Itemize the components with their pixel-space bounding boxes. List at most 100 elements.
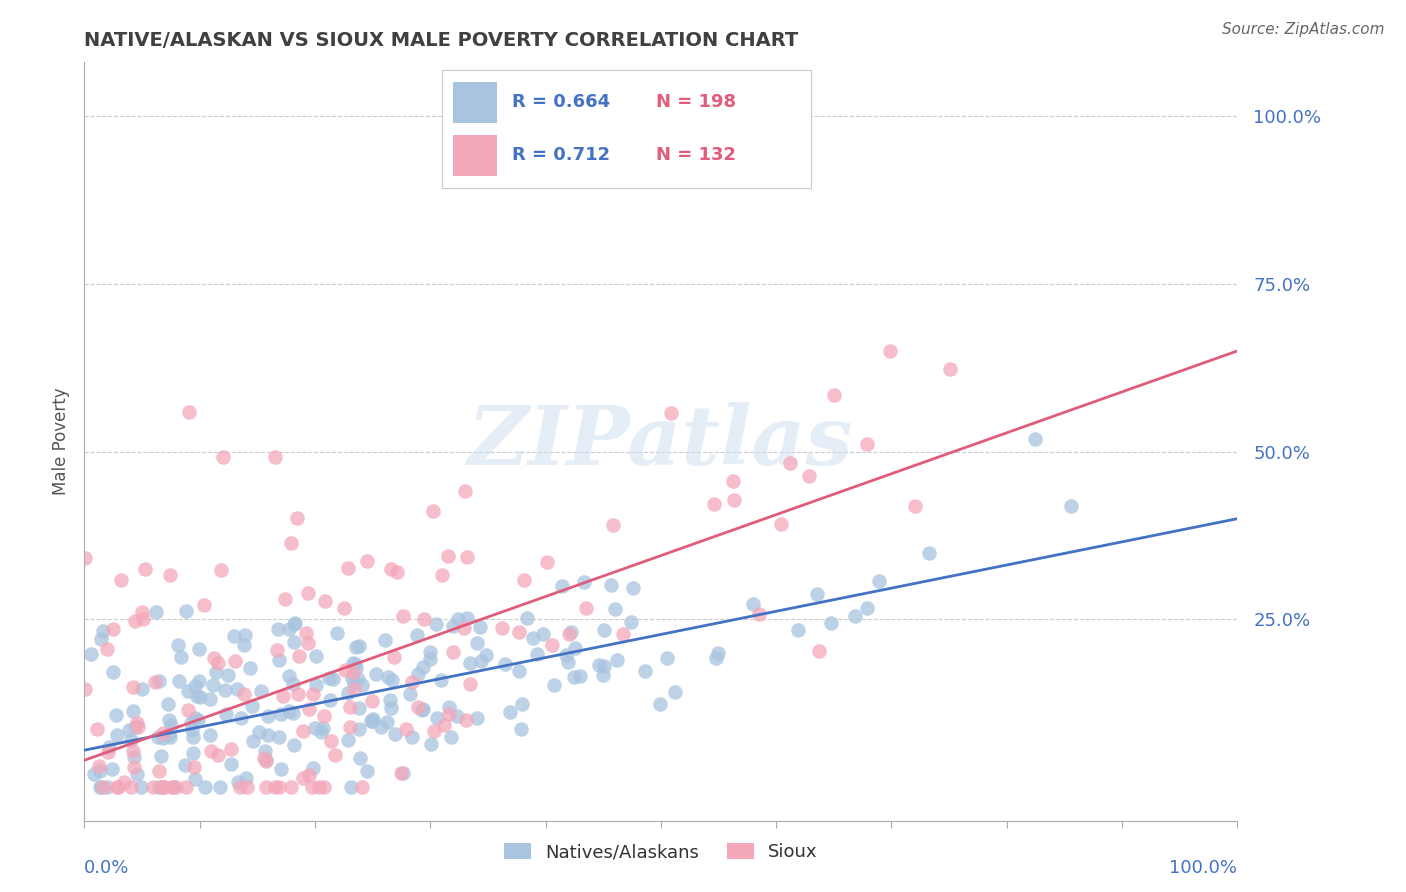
Point <box>73 550 96 565</box>
Point <box>254 754 277 768</box>
Text: Source: ZipAtlas.com: Source: ZipAtlas.com <box>1222 22 1385 37</box>
Point <box>456 549 478 564</box>
Point <box>274 592 297 607</box>
Point <box>91 780 114 794</box>
Point <box>143 675 166 690</box>
Point <box>374 633 396 648</box>
Point <box>297 586 319 600</box>
Point <box>215 706 238 721</box>
Point <box>224 654 246 668</box>
Point <box>456 714 478 728</box>
Point <box>319 734 342 748</box>
Point <box>298 768 321 782</box>
Point <box>177 702 200 716</box>
Point <box>194 780 217 794</box>
Point <box>820 615 842 630</box>
Point <box>312 721 335 735</box>
Point <box>207 747 229 762</box>
Point <box>89 780 111 794</box>
Point <box>508 625 530 640</box>
Point <box>270 763 292 777</box>
Point <box>120 732 142 747</box>
Point <box>280 535 302 549</box>
Point <box>513 573 536 587</box>
Point <box>304 649 326 664</box>
Point <box>879 343 901 358</box>
Point <box>118 723 141 738</box>
Point <box>350 780 373 794</box>
Point <box>270 707 292 722</box>
Point <box>298 702 321 716</box>
Point <box>253 744 276 758</box>
Point <box>148 674 170 689</box>
Point <box>125 716 148 731</box>
Point <box>494 657 516 672</box>
Point <box>419 737 441 751</box>
Point <box>868 574 890 589</box>
Point <box>247 725 270 739</box>
Point <box>291 724 314 739</box>
Text: 100.0%: 100.0% <box>1170 858 1237 877</box>
Point <box>267 780 290 794</box>
Point <box>152 726 174 740</box>
Point <box>181 747 204 761</box>
Point <box>352 678 374 692</box>
Point <box>856 437 879 451</box>
Point <box>269 653 291 667</box>
Point <box>153 780 176 794</box>
Point <box>214 683 236 698</box>
Point <box>228 780 250 794</box>
Point <box>557 655 579 669</box>
Point <box>430 673 453 688</box>
Point <box>325 747 347 762</box>
Point <box>253 751 276 765</box>
Point <box>304 721 326 735</box>
Point <box>121 743 143 757</box>
Point <box>157 697 180 711</box>
Point <box>392 765 415 780</box>
Point <box>426 711 449 725</box>
Point <box>267 622 290 636</box>
Point <box>336 686 359 700</box>
Point <box>226 775 249 789</box>
Point <box>187 713 209 727</box>
Point <box>336 733 359 747</box>
Point <box>278 669 301 683</box>
Point <box>413 612 436 626</box>
Point <box>564 640 586 655</box>
Point <box>333 663 356 677</box>
Point <box>558 627 581 641</box>
Point <box>569 668 592 682</box>
Point <box>346 672 368 686</box>
Point <box>619 615 641 629</box>
Point <box>131 605 153 619</box>
Point <box>254 780 277 794</box>
Point <box>198 728 221 742</box>
Point <box>349 639 371 653</box>
Point <box>593 659 616 673</box>
Point <box>89 764 111 779</box>
Point <box>97 745 120 759</box>
Point <box>202 651 225 665</box>
Point <box>302 687 325 701</box>
Point <box>235 771 257 785</box>
Point <box>121 680 143 694</box>
Point <box>221 757 243 772</box>
Point <box>152 780 174 794</box>
Point <box>422 504 444 518</box>
Point <box>412 660 434 674</box>
Point <box>93 624 115 638</box>
Point <box>132 612 155 626</box>
Point <box>281 677 304 691</box>
Point <box>160 718 183 732</box>
Point <box>75 682 97 697</box>
Point <box>318 671 340 685</box>
Point <box>723 474 745 488</box>
Point <box>219 742 242 756</box>
Point <box>659 406 682 420</box>
Point <box>787 623 810 637</box>
Point <box>361 712 384 726</box>
Point <box>433 718 456 732</box>
Point <box>217 668 239 682</box>
Point <box>165 780 187 794</box>
